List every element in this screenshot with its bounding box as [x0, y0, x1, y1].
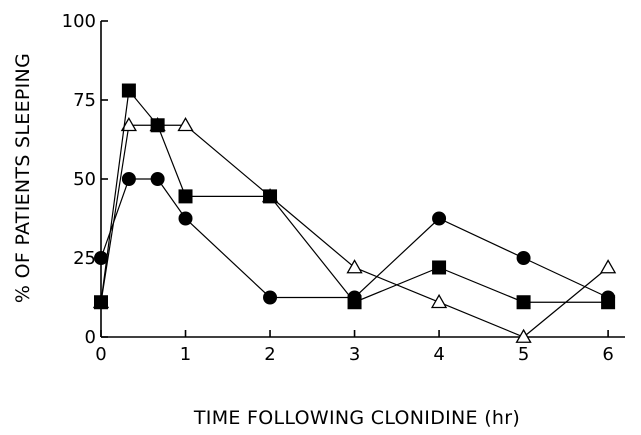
data-point-circle — [178, 211, 193, 226]
data-point-circle — [432, 211, 447, 226]
series-square — [94, 83, 616, 310]
y-tick-label: 50 — [73, 169, 96, 190]
data-point-triangle — [599, 259, 617, 274]
y-tick-label: 75 — [73, 90, 96, 111]
data-point-circle — [601, 290, 616, 305]
data-point-square — [121, 83, 136, 98]
y-tick-label: 0 — [85, 327, 96, 348]
data-point-circle — [263, 290, 278, 305]
x-tick-label: 5 — [518, 344, 529, 365]
x-tick-label: 3 — [349, 344, 360, 365]
data-point-circle — [150, 172, 165, 186]
x-tick-label: 2 — [264, 344, 275, 365]
data-point-square — [432, 260, 447, 275]
axes: 0 25 50 75 100 0 1 2 3 4 5 6 — [62, 11, 625, 365]
data-point-triangle — [346, 259, 363, 274]
x-tick-label: 0 — [95, 344, 106, 365]
series-circle — [94, 172, 616, 305]
data-point-square — [516, 295, 531, 310]
series-layer — [92, 83, 617, 343]
data-point-triangle — [120, 116, 138, 132]
x-axis-title: TIME FOLLOWING CLONIDINE (hr) — [193, 407, 520, 429]
data-point-triangle — [177, 116, 194, 132]
y-axis-title: % OF PATIENTS SLEEPING — [12, 53, 34, 303]
data-point-triangle — [430, 293, 448, 309]
data-point-square — [263, 189, 278, 204]
y-tick-label: 25 — [73, 248, 96, 269]
data-point-circle — [347, 290, 362, 305]
x-tick-label: 4 — [433, 344, 444, 365]
data-point-square — [150, 118, 165, 133]
data-point-circle — [121, 172, 136, 186]
x-tick-label: 6 — [602, 344, 613, 365]
data-point-square — [94, 295, 108, 310]
x-tick-label: 1 — [180, 344, 191, 365]
data-point-circle — [94, 251, 108, 265]
data-point-triangle — [515, 328, 532, 343]
data-point-circle — [516, 251, 531, 265]
series-line-circle — [100, 178, 609, 299]
y-tick-label: 100 — [62, 11, 96, 32]
data-point-square — [178, 189, 193, 204]
